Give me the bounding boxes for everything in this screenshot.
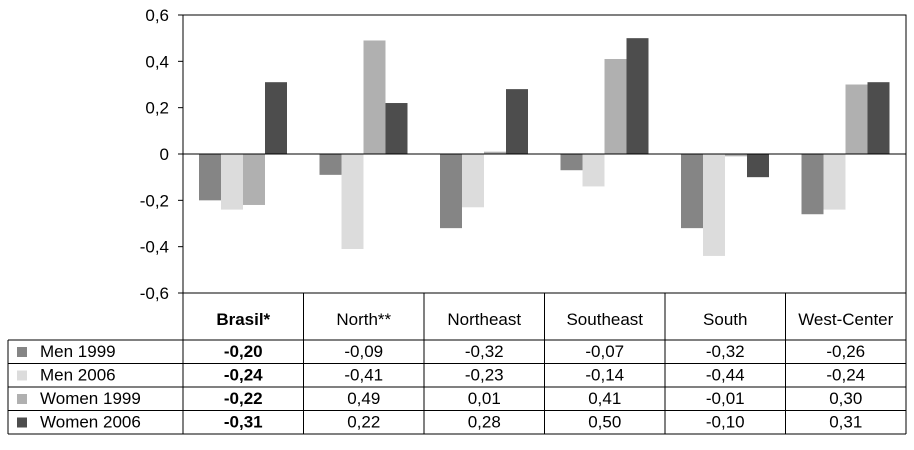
legend-label-men-2006: Men 2006 (40, 366, 116, 385)
bar-women-2006-west-center (867, 82, 890, 154)
bar-men-1999-south (681, 154, 703, 229)
data-label-men-1999-north: -0,09 (344, 342, 383, 361)
data-label-women-1999-south: -0,01 (706, 389, 745, 408)
data-label-women-2006-northeast: 0,28 (468, 413, 501, 432)
category-label-south: South (703, 310, 747, 329)
legend-label-men-1999: Men 1999 (40, 342, 116, 361)
data-label-women-1999-southeast: 0,41 (588, 389, 621, 408)
y-tick-label: -0,6 (140, 284, 169, 303)
bar-men-2006-brasil (221, 154, 243, 210)
legend-swatch-women-2006 (17, 417, 27, 428)
y-tick-label: 0,6 (145, 6, 169, 25)
y-tick-label: 0,2 (145, 99, 169, 118)
data-label-men-2006-south: -0,44 (706, 366, 745, 385)
y-tick-label: -0,4 (140, 238, 169, 257)
bar-men-1999-northeast (440, 154, 462, 229)
bar-women-1999-west-center (845, 84, 868, 154)
data-label-men-1999-west-center: -0,26 (826, 342, 865, 361)
bar-men-2006-northeast (462, 154, 484, 208)
bar-men-1999-north (319, 154, 342, 175)
data-label-women-2006-southeast: 0,50 (588, 413, 621, 432)
bar-men-2006-south (703, 154, 725, 256)
category-label-southeast: Southeast (566, 310, 643, 329)
legend-label-women-1999: Women 1999 (40, 389, 141, 408)
data-label-men-2006-north: -0,41 (344, 366, 383, 385)
y-tick-label: -0,2 (140, 191, 169, 210)
category-label-northeast: Northeast (447, 310, 521, 329)
legend-label-women-2006: Women 2006 (40, 413, 141, 432)
bar-women-2006-north (385, 103, 408, 154)
bar-women-2006-brasil (265, 82, 287, 154)
data-label-women-1999-west-center: 0,30 (829, 389, 862, 408)
data-label-men-2006-brasil: -0,24 (224, 366, 263, 385)
bar-women-1999-brasil (243, 154, 265, 205)
legend-swatch-men-1999 (17, 347, 27, 357)
data-label-men-2006-northeast: -0,23 (465, 366, 504, 385)
bar-women-2006-southeast (626, 38, 649, 154)
bar-women-1999-south (725, 154, 747, 157)
data-label-men-1999-south: -0,32 (706, 342, 745, 361)
category-label-west-center: West-Center (798, 310, 893, 329)
data-label-men-1999-brasil: -0,20 (224, 342, 263, 361)
bar-women-1999-southeast (604, 59, 627, 155)
bar-men-1999-west-center (801, 154, 824, 215)
data-label-women-2006-south: -0,10 (706, 413, 745, 432)
data-label-women-2006-north: 0,22 (347, 413, 380, 432)
bar-women-2006-south (747, 154, 769, 178)
bar-men-1999-southeast (560, 154, 583, 171)
data-label-women-1999-northeast: 0,01 (468, 389, 501, 408)
bar-women-2006-northeast (506, 89, 528, 154)
bar-men-2006-southeast (582, 154, 605, 187)
bar-men-1999-brasil (199, 154, 221, 201)
y-tick-label: 0 (160, 145, 169, 164)
category-label-north: North** (336, 310, 391, 329)
legend-swatch-women-1999 (17, 394, 27, 404)
bar-women-1999-northeast (484, 151, 506, 154)
data-label-men-1999-southeast: -0,07 (585, 342, 624, 361)
data-label-women-2006-brasil: -0,31 (224, 413, 263, 432)
category-label-brasil: Brasil* (216, 310, 270, 329)
data-label-women-1999-north: 0,49 (347, 389, 380, 408)
bar-women-1999-north (363, 40, 386, 154)
data-label-men-1999-northeast: -0,32 (465, 342, 504, 361)
data-label-men-2006-west-center: -0,24 (826, 366, 865, 385)
y-tick-label: 0,4 (145, 52, 169, 71)
bar-men-2006-north (341, 154, 364, 249)
data-label-women-2006-west-center: 0,31 (829, 413, 862, 432)
data-label-women-1999-brasil: -0,22 (224, 389, 263, 408)
legend-swatch-men-2006 (17, 370, 27, 381)
bar-men-2006-west-center (823, 154, 846, 210)
data-label-men-2006-southeast: -0,14 (585, 366, 624, 385)
